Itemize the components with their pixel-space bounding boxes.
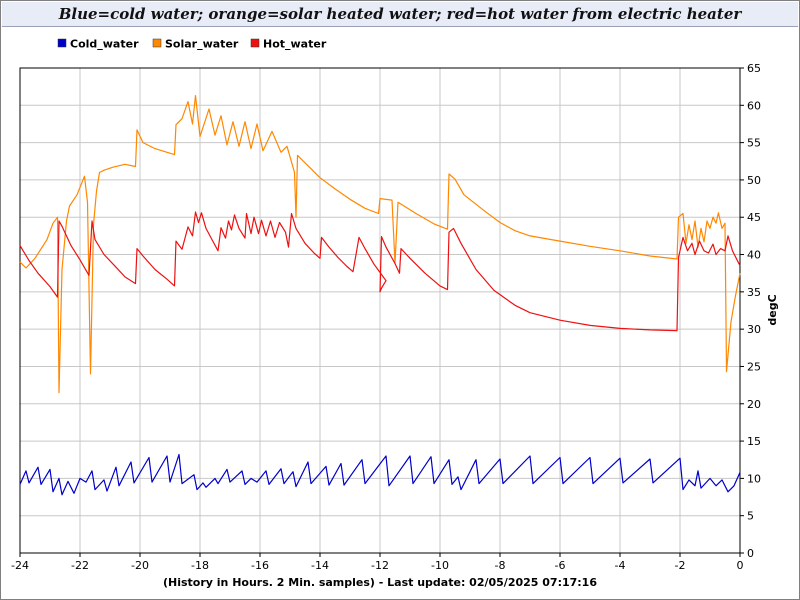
y-tick-label: 30: [747, 323, 761, 336]
y-tick-label: 10: [747, 472, 761, 485]
x-tick-label: -24: [11, 559, 29, 572]
y-tick-label: 40: [747, 249, 761, 262]
x-tick-label: -10: [431, 559, 449, 572]
x-tick-label: -6: [555, 559, 566, 572]
x-tick-label: -2: [675, 559, 686, 572]
legend: Cold_water Solar_water Hot_water: [57, 38, 327, 51]
grid-lines: [19, 67, 741, 554]
y-tick-label: 25: [747, 360, 761, 373]
series-lines: [19, 94, 741, 496]
x-tick-label: -18: [191, 559, 209, 572]
y-tick-label: 55: [747, 137, 761, 150]
y-tick-label: 50: [747, 174, 761, 187]
y-axis-ticks: 0 5 10 15 20 25 30 35 40 45 50 55 60 65: [740, 62, 761, 560]
x-tick-label: -16: [251, 559, 269, 572]
x-tick-label: -4: [615, 559, 626, 572]
legend-label: Solar_water: [165, 38, 239, 51]
series-line-solar-water: [19, 94, 741, 394]
x-axis-label: (History in Hours. 2 Min. samples) - Las…: [163, 576, 597, 589]
series-line-cold-water: [19, 453, 741, 496]
x-tick-label: -8: [495, 559, 506, 572]
x-tick-label: -12: [371, 559, 389, 572]
x-tick-label: -14: [311, 559, 329, 572]
y-tick-label: 35: [747, 286, 761, 299]
legend-swatch: [250, 38, 260, 48]
series-line-hot-water: [19, 211, 741, 332]
y-tick-label: 45: [747, 211, 761, 224]
legend-swatch: [152, 38, 162, 48]
x-tick-label: -22: [71, 559, 89, 572]
y-tick-label: 65: [747, 62, 761, 75]
y-tick-label: 60: [747, 99, 761, 112]
y-tick-label: 0: [747, 547, 754, 560]
chart-title: Blue=cold water; orange=solar heated wat…: [2, 2, 798, 27]
x-axis-ticks: -24 -22 -20 -18 -16 -14 -12 -10 -8 -6 -4 -2 0: [11, 553, 744, 572]
y-tick-label: 15: [747, 435, 761, 448]
y-tick-label: 5: [747, 510, 754, 523]
x-tick-label: -20: [131, 559, 149, 572]
y-tick-label: 20: [747, 398, 761, 411]
legend-swatch: [57, 38, 67, 48]
y-axis-label: degC: [766, 294, 779, 325]
legend-label: Hot_water: [263, 38, 327, 51]
x-tick-label: 0: [737, 559, 744, 572]
legend-label: Cold_water: [70, 38, 139, 51]
